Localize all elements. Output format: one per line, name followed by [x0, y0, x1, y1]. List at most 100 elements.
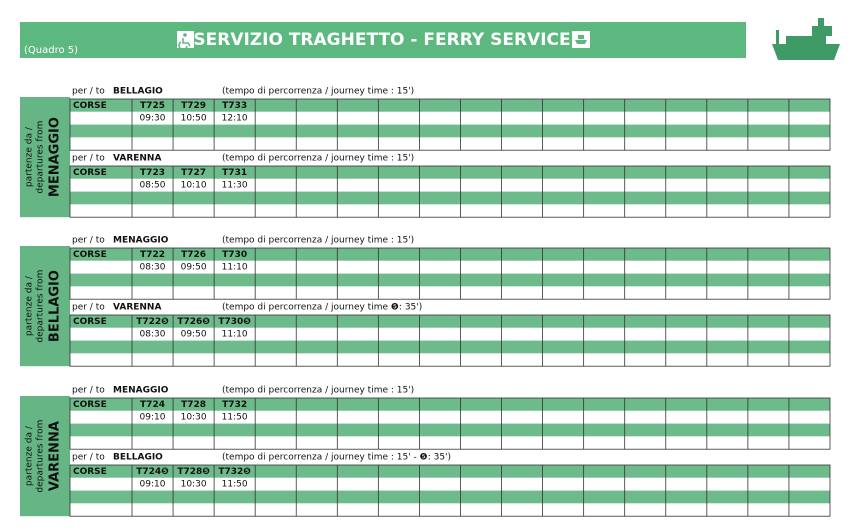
row-white [70, 503, 830, 517]
accessibility-icon-body [178, 38, 191, 51]
trip-code: T731 [222, 168, 247, 178]
trip-code: T730❺ [218, 317, 251, 327]
departure-label: departures from [36, 420, 46, 493]
ship-deck [786, 36, 826, 44]
ship-hull [772, 44, 840, 60]
row-green [70, 248, 830, 261]
journey-time: (tempo di percorrenza / journey time ❺: … [222, 303, 422, 313]
destination: VARENNA [113, 303, 161, 313]
row-green [70, 124, 830, 138]
row-white [70, 353, 830, 367]
destination: BELLAGIO [113, 453, 163, 463]
row-white [70, 410, 830, 424]
section-label: partenze da / departures from VARENNA [25, 420, 63, 493]
departure-label: departures from [36, 121, 46, 194]
journey-time: (tempo di percorrenza / journey time : 1… [222, 87, 414, 97]
row-label: CORSE [73, 400, 107, 410]
to-label: per / to [72, 236, 105, 246]
row-white [70, 111, 830, 125]
departure-time: 10:50 [181, 114, 207, 124]
departure-time: 10:30 [181, 413, 207, 423]
departure-label: partenze da / [25, 425, 35, 486]
section-panel [20, 97, 70, 218]
journey-time: (tempo di percorrenza / journey time : 1… [222, 386, 414, 396]
ship-bridge [812, 26, 832, 36]
ship-funnel [818, 18, 824, 26]
row-green [70, 340, 830, 354]
destination: BELLAGIO [113, 87, 163, 97]
journey-time: (tempo di percorrenza / journey time : 1… [222, 453, 451, 463]
table-border [69, 464, 831, 517]
ship-icon [772, 18, 840, 60]
row-label: CORSE [73, 250, 107, 260]
table-border [69, 165, 831, 218]
row-green [70, 465, 830, 478]
to-label: per / to [72, 386, 105, 396]
departure-time: 11:10 [222, 330, 248, 340]
row-label: CORSE [73, 467, 107, 477]
ferry-icon [572, 31, 590, 48]
row-green [70, 99, 830, 112]
trip-code: T725 [140, 101, 165, 111]
ferry-icon-shape [575, 35, 587, 44]
trip-code: T732 [222, 400, 247, 410]
row-green [70, 423, 830, 437]
departure-time: 11:10 [222, 263, 248, 273]
row-green [70, 315, 830, 328]
trip-code: T726 [181, 250, 206, 260]
row-white [70, 204, 830, 218]
trip-code: T729 [181, 101, 206, 111]
to-label: per / to [72, 87, 105, 97]
destination: MENAGGIO [113, 386, 169, 396]
trip-code: T732❺ [218, 467, 251, 477]
table-border [69, 314, 831, 367]
trip-code: T728 [181, 400, 206, 410]
row-label: CORSE [73, 168, 107, 178]
destination: VARENNA [113, 154, 161, 164]
destination: MENAGGIO [113, 236, 169, 246]
trip-code: T730 [222, 250, 247, 260]
journey-time: (tempo di percorrenza / journey time : 1… [222, 154, 414, 164]
journey-time: (tempo di percorrenza / journey time : 1… [222, 236, 414, 246]
departure-time: 09:30 [140, 114, 166, 124]
accessibility-icon [177, 31, 194, 48]
row-green [70, 166, 830, 179]
row-white [70, 286, 830, 300]
row-white [70, 477, 830, 491]
row-green [70, 191, 830, 205]
departure-time: 08:30 [140, 330, 166, 340]
section-panel [20, 246, 70, 367]
departure-time: 10:10 [181, 181, 207, 191]
to-label: per / to [72, 453, 105, 463]
row-white [70, 178, 830, 192]
departure-label: partenze da / [25, 126, 35, 187]
section-label: partenze da / departures from MENAGGIO [25, 117, 63, 197]
trip-code: T733 [222, 101, 247, 111]
trip-code: T726❺ [177, 317, 210, 327]
table-border [69, 247, 831, 300]
row-green [70, 398, 830, 411]
departure-time: 09:50 [181, 263, 207, 273]
row-green [70, 490, 830, 504]
section-label: partenze da / departures from BELLAGIO [25, 270, 63, 343]
table-border [69, 98, 831, 151]
trip-code: T722❺ [136, 317, 169, 327]
trip-code: T728❺ [177, 467, 210, 477]
row-white [70, 327, 830, 341]
departure-time: 08:30 [140, 263, 166, 273]
to-label: per / to [72, 303, 105, 313]
departure-time: 11:30 [222, 181, 248, 191]
departure-time: 08:50 [140, 181, 166, 191]
departure-time: 11:50 [222, 413, 248, 423]
to-label: per / to [72, 154, 105, 164]
departure-time: 09:10 [140, 480, 166, 490]
port-name: MENAGGIO [48, 117, 63, 197]
section-panel [20, 396, 70, 517]
trip-code: T723 [140, 168, 165, 178]
port-name: BELLAGIO [48, 270, 63, 342]
departure-time: 11:50 [222, 480, 248, 490]
port-name: VARENNA [48, 421, 63, 491]
row-green [70, 273, 830, 287]
